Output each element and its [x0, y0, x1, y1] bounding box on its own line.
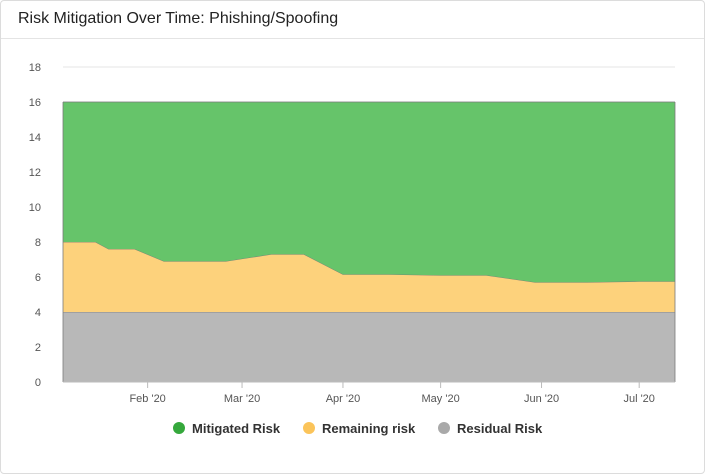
- y-tick-label: 4: [35, 307, 41, 319]
- area-mitigated-risk: [63, 102, 675, 283]
- legend-label-mitigated-risk: Mitigated Risk: [192, 421, 281, 436]
- legend-marker-residual-risk: [438, 422, 450, 434]
- legend-label-residual-risk: Residual Risk: [457, 421, 543, 436]
- x-tick-label: Jul '20: [623, 393, 654, 405]
- y-tick-label: 2: [35, 342, 41, 354]
- area-residual-risk: [63, 312, 675, 382]
- y-tick-label: 14: [29, 132, 41, 144]
- y-tick-label: 6: [35, 272, 41, 284]
- x-tick-label: May '20: [422, 393, 460, 405]
- y-tick-label: 10: [29, 202, 41, 214]
- x-tick-label: Feb '20: [129, 393, 165, 405]
- card-header: Risk Mitigation Over Time: Phishing/Spoo…: [1, 1, 704, 39]
- x-tick-label: Mar '20: [224, 393, 260, 405]
- x-tick-label: Jun '20: [524, 393, 559, 405]
- legend-label-remaining-risk: Remaining risk: [322, 421, 416, 436]
- y-tick-label: 18: [29, 62, 41, 74]
- legend-marker-mitigated-risk: [173, 422, 185, 434]
- y-tick-label: 0: [35, 377, 41, 389]
- legend-marker-remaining-risk: [303, 422, 315, 434]
- y-tick-label: 12: [29, 167, 41, 179]
- chart-area: 0 2 4 6 8 10 12 14 16 18 Feb '20 Mar '20 Apr '20 May …: [29, 62, 676, 436]
- area-remaining-risk: [63, 242, 675, 312]
- x-tick-label: Apr '20: [326, 393, 361, 405]
- chart-title: Risk Mitigation Over Time: Phishing/Spoo…: [18, 10, 339, 27]
- y-tick-label: 8: [35, 237, 41, 249]
- y-tick-label: 16: [29, 97, 41, 109]
